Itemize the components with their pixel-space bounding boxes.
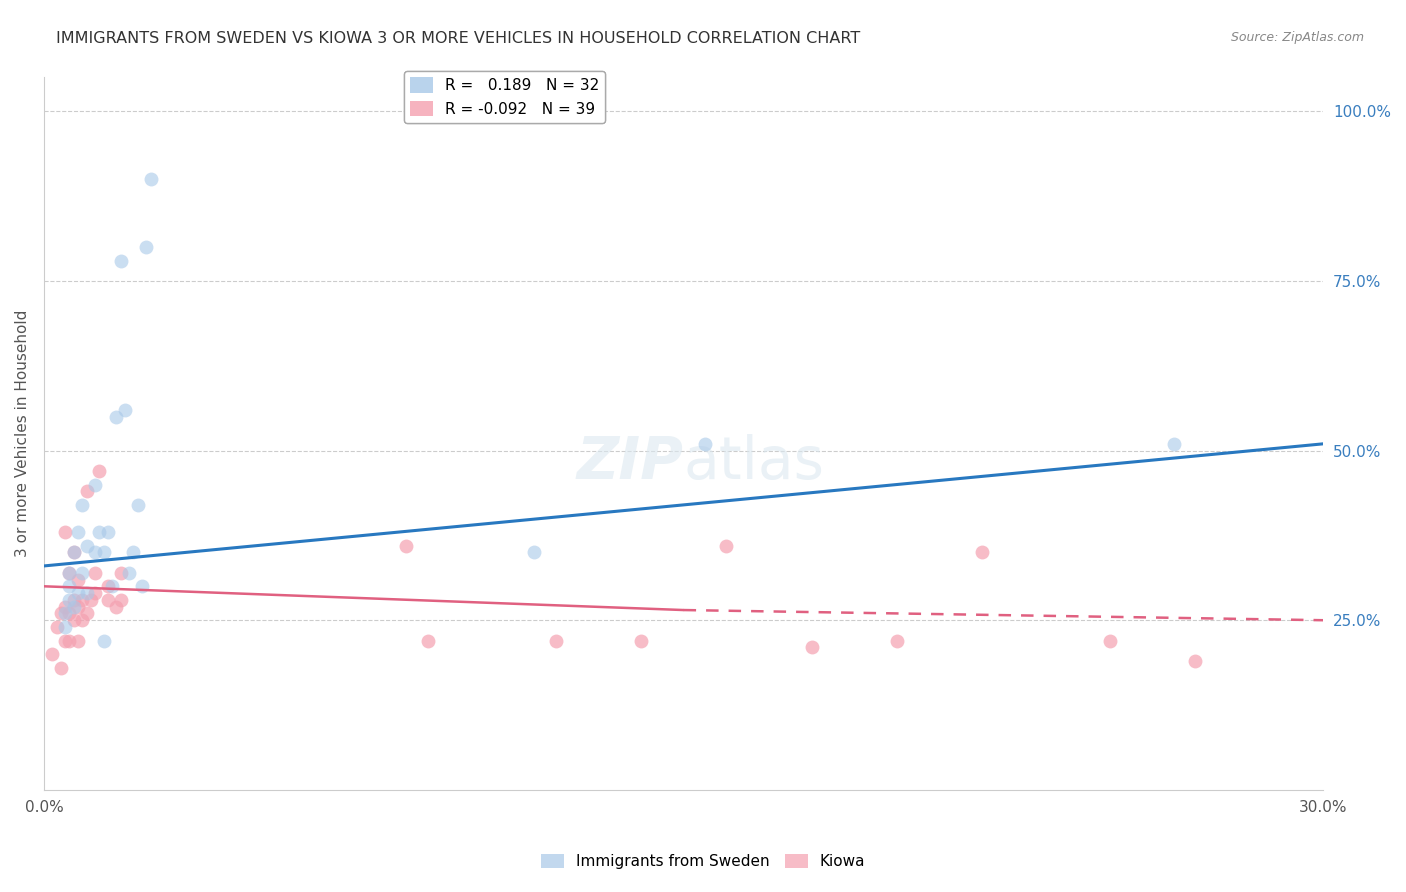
Point <box>523 545 546 559</box>
Point <box>544 633 567 648</box>
Point <box>110 253 132 268</box>
Point <box>84 566 107 580</box>
Point <box>53 633 76 648</box>
Point <box>66 586 89 600</box>
Point <box>72 613 94 627</box>
Point <box>89 524 111 539</box>
Point <box>53 607 76 621</box>
Point <box>80 592 103 607</box>
Point <box>62 545 84 559</box>
Text: ZIP: ZIP <box>576 434 683 491</box>
Point <box>97 592 120 607</box>
Point <box>89 464 111 478</box>
Point <box>72 498 94 512</box>
Point <box>1163 437 1185 451</box>
Point <box>45 620 67 634</box>
Text: Source: ZipAtlas.com: Source: ZipAtlas.com <box>1230 31 1364 45</box>
Point <box>58 592 80 607</box>
Point <box>58 633 80 648</box>
Point <box>41 647 63 661</box>
Point <box>93 633 115 648</box>
Point <box>62 545 84 559</box>
Point <box>1099 633 1122 648</box>
Point <box>118 566 141 580</box>
Point <box>49 607 72 621</box>
Point <box>66 573 89 587</box>
Point <box>58 607 80 621</box>
Point <box>105 599 128 614</box>
Point <box>66 599 89 614</box>
Point <box>800 640 823 655</box>
Point <box>110 566 132 580</box>
Point <box>58 566 80 580</box>
Point <box>139 172 162 186</box>
Point <box>97 524 120 539</box>
Point <box>53 524 76 539</box>
Point <box>135 240 157 254</box>
Point <box>66 633 89 648</box>
Point <box>101 579 124 593</box>
Point <box>84 545 107 559</box>
Y-axis label: 3 or more Vehicles in Household: 3 or more Vehicles in Household <box>15 310 30 558</box>
Point <box>693 437 716 451</box>
Point <box>630 633 652 648</box>
Point <box>49 661 72 675</box>
Point <box>131 579 153 593</box>
Text: IMMIGRANTS FROM SWEDEN VS KIOWA 3 OR MORE VEHICLES IN HOUSEHOLD CORRELATION CHAR: IMMIGRANTS FROM SWEDEN VS KIOWA 3 OR MOR… <box>56 31 860 46</box>
Point <box>76 586 98 600</box>
Point <box>53 620 76 634</box>
Point <box>416 633 439 648</box>
Point <box>93 545 115 559</box>
Text: atlas: atlas <box>683 434 824 491</box>
Legend: Immigrants from Sweden, Kiowa: Immigrants from Sweden, Kiowa <box>534 848 872 875</box>
Point <box>76 539 98 553</box>
Point <box>97 579 120 593</box>
Point <box>58 566 80 580</box>
Legend: R =   0.189   N = 32, R = -0.092   N = 39: R = 0.189 N = 32, R = -0.092 N = 39 <box>404 70 605 123</box>
Point <box>72 566 94 580</box>
Point <box>105 409 128 424</box>
Point <box>62 599 84 614</box>
Point <box>1184 654 1206 668</box>
Point <box>127 498 149 512</box>
Point <box>716 539 738 553</box>
Point <box>62 613 84 627</box>
Point <box>72 592 94 607</box>
Point <box>62 592 84 607</box>
Point <box>84 477 107 491</box>
Point <box>114 403 136 417</box>
Point <box>122 545 145 559</box>
Point <box>76 484 98 499</box>
Point <box>53 599 76 614</box>
Point <box>66 524 89 539</box>
Point <box>395 539 418 553</box>
Point <box>110 592 132 607</box>
Point <box>84 586 107 600</box>
Point <box>972 545 994 559</box>
Point <box>886 633 908 648</box>
Point <box>58 579 80 593</box>
Point <box>76 607 98 621</box>
